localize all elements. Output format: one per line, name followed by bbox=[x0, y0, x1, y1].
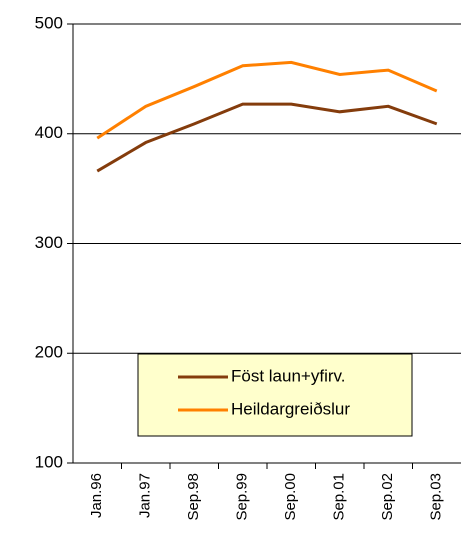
x-tick-label: Sep.02 bbox=[379, 473, 396, 521]
x-tick-label: Sep.99 bbox=[234, 473, 251, 521]
x-tick-label: Sep.01 bbox=[331, 473, 348, 521]
y-tick-label: 400 bbox=[35, 123, 63, 142]
line-series bbox=[96, 102, 438, 173]
legend: Föst laun+yfirv. Heildargreiðslur bbox=[137, 353, 413, 437]
x-tick-label: Sep.03 bbox=[428, 473, 445, 521]
legend-label: Heildargreiðslur bbox=[231, 399, 350, 418]
x-tick-label: Sep.98 bbox=[185, 473, 202, 521]
y-tick-label: 200 bbox=[35, 343, 63, 362]
line-series bbox=[96, 60, 438, 140]
y-tick-label: 300 bbox=[35, 233, 63, 252]
legend-box bbox=[137, 353, 413, 437]
y-tick-label: 100 bbox=[35, 452, 63, 471]
legend-label: Föst laun+yfirv. bbox=[231, 366, 345, 385]
x-tick-label: Jan.97 bbox=[137, 473, 154, 518]
x-tick-label: Jan.96 bbox=[88, 473, 105, 518]
x-tick-label: Sep.00 bbox=[282, 473, 299, 521]
y-tick-label: 500 bbox=[35, 13, 63, 32]
